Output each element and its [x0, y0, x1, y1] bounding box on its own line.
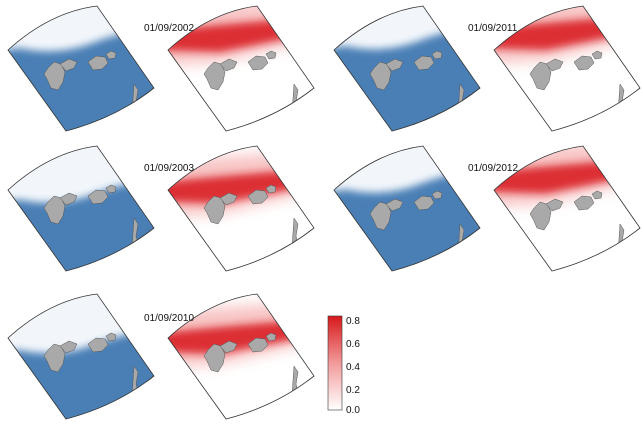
island-far-east: [105, 184, 117, 194]
island-east: [573, 55, 595, 71]
panel-outline: [167, 5, 315, 132]
island-main: [203, 61, 226, 91]
island-east: [87, 337, 109, 353]
island-north: [59, 192, 78, 206]
island-far-east: [265, 332, 277, 342]
island-small: [196, 240, 200, 244]
island-far-east: [431, 50, 443, 60]
island-north: [219, 192, 238, 206]
island-far-east: [431, 190, 443, 200]
island-east: [87, 189, 109, 205]
colorbar-tick-label: 0.6: [346, 339, 360, 350]
island-main: [529, 201, 552, 231]
island-main: [43, 195, 66, 225]
island-far-east: [265, 184, 277, 194]
island-north: [385, 198, 404, 212]
island-east: [87, 55, 109, 71]
island-east: [413, 55, 435, 71]
sea-ice-map-panel: [7, 293, 155, 420]
island-main: [203, 343, 226, 373]
island-small: [362, 106, 366, 110]
island-north: [59, 58, 78, 72]
panel-date-label: 01/09/2011: [468, 23, 518, 34]
colorbar-tick-label: 0.8: [346, 316, 360, 327]
island-north: [219, 340, 238, 354]
panel-outline: [333, 5, 481, 132]
island-small: [522, 106, 526, 110]
sea-ice-map-panel: [7, 5, 155, 132]
ice-probability-map-panel: [167, 5, 315, 132]
island-main: [369, 61, 392, 91]
island-north: [545, 198, 564, 212]
island-main: [203, 195, 226, 225]
island-far-east: [265, 50, 277, 60]
colorbar-tick-label: 0.2: [346, 385, 360, 396]
island-east: [413, 195, 435, 211]
panel-date-label: 01/09/2003: [144, 163, 195, 174]
island-main: [43, 343, 66, 373]
panel-outline: [7, 145, 155, 272]
panel-outline: [7, 293, 155, 420]
island-main: [529, 61, 552, 91]
sea-ice-map-panel: [333, 145, 481, 272]
sea-ice-map-panel: [7, 145, 155, 272]
island-east: [573, 195, 595, 211]
island-small: [36, 106, 40, 110]
island-north: [545, 58, 564, 72]
island-east: [247, 337, 269, 353]
island-small: [196, 106, 200, 110]
colorbar-gradient: [327, 315, 343, 411]
island-small: [36, 388, 40, 392]
island-small: [522, 246, 526, 250]
island-far-east: [591, 190, 603, 200]
island-far-east: [105, 50, 117, 60]
panel-outline: [167, 145, 315, 272]
panel-outline: [7, 5, 155, 132]
island-main: [369, 201, 392, 231]
sea-ice-map-panel: [333, 5, 481, 132]
island-far-east: [105, 332, 117, 342]
island-north: [59, 340, 78, 354]
panel-outline: [333, 145, 481, 272]
island-north: [219, 58, 238, 72]
probability-colorbar: [327, 315, 343, 411]
panel-date-label: 01/09/2010: [144, 313, 195, 324]
ice-probability-map-panel: [493, 5, 641, 132]
island-main: [43, 61, 66, 91]
colorbar-tick-label: 0.4: [346, 362, 360, 373]
colorbar-tick-label: 0.0: [346, 405, 360, 416]
panel-date-label: 01/09/2012: [468, 163, 519, 174]
panel-outline: [493, 145, 641, 272]
island-small: [36, 240, 40, 244]
panel-date-label: 01/09/2002: [144, 23, 195, 34]
panel-outline: [493, 5, 641, 132]
island-east: [247, 189, 269, 205]
panel-outline: [167, 293, 315, 420]
island-east: [247, 55, 269, 71]
island-small: [196, 388, 200, 392]
ice-probability-map-panel: [493, 145, 641, 272]
island-north: [385, 58, 404, 72]
island-far-east: [591, 50, 603, 60]
island-small: [362, 246, 366, 250]
